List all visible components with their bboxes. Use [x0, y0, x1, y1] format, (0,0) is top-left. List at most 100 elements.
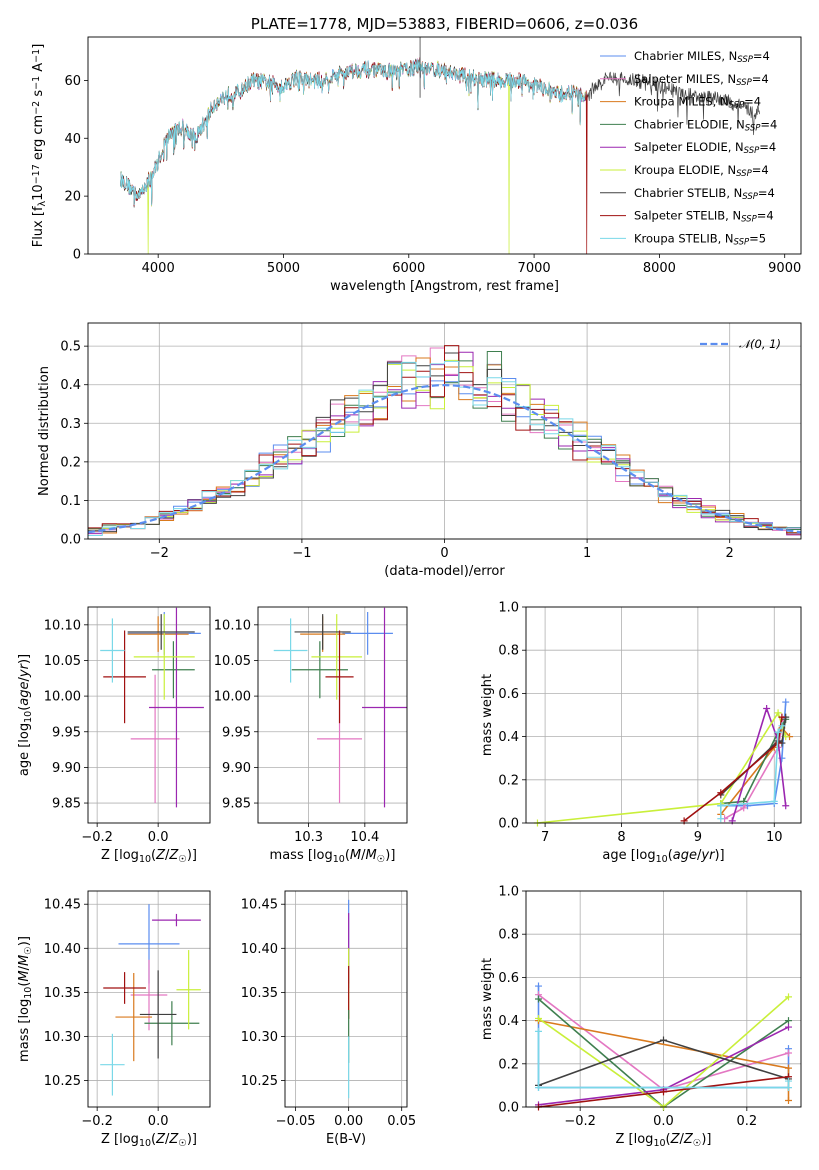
y-tick-label: 0.0: [498, 1101, 519, 1116]
weight-marker: [535, 1084, 542, 1092]
weight-line: [731, 705, 787, 822]
x-tick-label: 9000: [768, 261, 801, 276]
x-tick-label: 6000: [392, 261, 425, 276]
legend-label: Kroupa STELIB, NSSP=5: [634, 231, 766, 247]
y-tick-label: 10.00: [44, 690, 81, 705]
weight-marker: [717, 789, 725, 797]
weight-marker: [660, 1088, 667, 1096]
y-tick-label: 0.8: [498, 928, 519, 943]
errorbar-point: [100, 618, 125, 683]
errorbar-point: [115, 972, 153, 1062]
axes-frame: [284, 890, 408, 1108]
x-tick-label: 0: [440, 546, 448, 561]
errorbar-point: [133, 614, 195, 700]
y-tick-label: 10.45: [241, 898, 278, 913]
y-tick-label: 9.85: [222, 797, 251, 812]
x-tick-label: 0.00: [334, 1114, 363, 1129]
y-tick-label: 10.35: [44, 986, 81, 1001]
x-tick-label: 0.2: [736, 1114, 757, 1129]
y-tick-label: 0.3: [60, 417, 81, 432]
x-tick-label: 7: [541, 830, 549, 845]
errorbar-point: [103, 630, 146, 724]
errorbar-point: [139, 970, 177, 1059]
errorbar-point: [127, 616, 189, 652]
spectrum-legend: Chabrier MILES, NSSP=4 Salpeter MILES, NS…: [600, 49, 777, 248]
weight-marker: [717, 815, 725, 823]
x-tick-label: 0.0: [653, 1114, 674, 1129]
axes-frame: [525, 890, 802, 1108]
y-tick-label: 10.45: [44, 898, 81, 913]
y-tick-label: 9.90: [52, 761, 81, 776]
mass-vs-EBV-panel: −0.05 0.00 0.05 10.25 10.30 10.35 10.40 10.45 E(…: [241, 890, 416, 1147]
y-axis-label: mass [log10(M/M☉)]: [17, 936, 34, 1062]
y-tick-label: 0.6: [498, 687, 519, 702]
weight-marker: [785, 1097, 792, 1105]
y-tick-label: 0.4: [498, 730, 519, 745]
x-tick-label: 7000: [518, 261, 551, 276]
errorbar-point: [130, 674, 180, 804]
errorbar-point: [149, 607, 204, 808]
errorbar-point: [325, 630, 354, 724]
gaussian-curve: [87, 384, 802, 534]
x-tick-label: 10: [766, 830, 783, 845]
y-axis-label: age [log10(age/yr)]: [17, 654, 34, 776]
y-tick-label: 10.05: [214, 654, 251, 669]
errorbar-point: [152, 641, 195, 699]
axes-frame: [87, 322, 802, 540]
y-tick-label: 1.0: [498, 601, 519, 616]
weight-marker: [785, 1049, 792, 1057]
y-tick-label: 0.2: [60, 455, 81, 470]
legend-label: Kroupa MILES, NSSP=4: [634, 95, 761, 111]
x-tick-label: −0.2: [81, 830, 113, 845]
weight-marker: [660, 1036, 667, 1044]
weight-marker: [763, 705, 771, 713]
y-tick-label: 9.95: [52, 725, 81, 740]
y-tick-label: 10.00: [214, 690, 251, 705]
y-tick-label: 9.90: [222, 761, 251, 776]
x-axis-label: wavelength [Angstrom, rest frame]: [330, 279, 559, 294]
weight-marker: [785, 993, 792, 1001]
x-tick-label: −2: [150, 546, 169, 561]
errorbar-point: [311, 614, 363, 700]
weight-marker: [774, 728, 782, 736]
errorbar-point: [103, 972, 146, 1004]
histogram-panel: −2 −1 0 1 2 0.0 0.1 0.2 0.3 0.4 0.5 (data-model)/er…: [37, 322, 802, 579]
weight-marker: [717, 802, 725, 810]
y-tick-label: 60: [64, 74, 81, 89]
errorbar-point: [362, 607, 407, 808]
y-tick-label: 0: [73, 248, 81, 263]
errorbar-point: [130, 959, 168, 1031]
y-tick-label: 10.30: [241, 1030, 278, 1045]
x-axis-label: age [log10(age/yr)]: [602, 848, 724, 865]
x-axis-label: Z [log10(Z/Z☉)]: [101, 848, 197, 865]
x-axis-label: E(B-V): [326, 1132, 366, 1147]
hist-step-kroupa-stelib: [88, 360, 801, 536]
mass-vs-Z-panel: −0.2 0.0 10.25 10.30 10.35 10.40 10.45 Z [log10…: [17, 890, 211, 1149]
y-axis-label: mass weight: [480, 674, 495, 756]
y-axis-label: Normed distribution: [37, 366, 52, 496]
weight-marker: [535, 1014, 542, 1022]
errorbar-point: [152, 913, 201, 927]
age-vs-mass-panel: 10.3 10.4 9.85 9.90 9.95 10.00 10.05 10.10 mass …: [214, 606, 408, 865]
x-axis-label: Z [log10(Z/Z☉)]: [616, 1132, 712, 1149]
y-tick-label: 0.2: [498, 773, 519, 788]
y-tick-label: 10.40: [44, 942, 81, 957]
errorbar-point: [100, 1033, 125, 1096]
y-tick-label: 10.30: [44, 1030, 81, 1045]
y-tick-label: 1.0: [498, 885, 519, 900]
spectrum-panel: 4000 5000 6000 7000 8000 9000 0 20 40 60 wavelengt…: [31, 36, 802, 294]
y-axis-label: mass weight: [480, 958, 495, 1040]
x-tick-label: −0.2: [564, 1114, 596, 1129]
y-tick-label: 0.1: [60, 494, 81, 509]
weight-marker: [785, 1064, 792, 1072]
x-tick-label: 10.4: [350, 830, 379, 845]
figure-title: PLATE=1778, MJD=53883, FIBERID=0606, z=0…: [251, 15, 638, 33]
axes-frame: [525, 606, 802, 824]
weight-marker: [782, 698, 790, 706]
x-tick-label: 9: [694, 830, 702, 845]
y-tick-label: 10.25: [241, 1074, 278, 1089]
x-tick-label: −1: [292, 546, 311, 561]
weight-marker: [785, 1084, 792, 1092]
x-tick-label: 1: [583, 546, 591, 561]
